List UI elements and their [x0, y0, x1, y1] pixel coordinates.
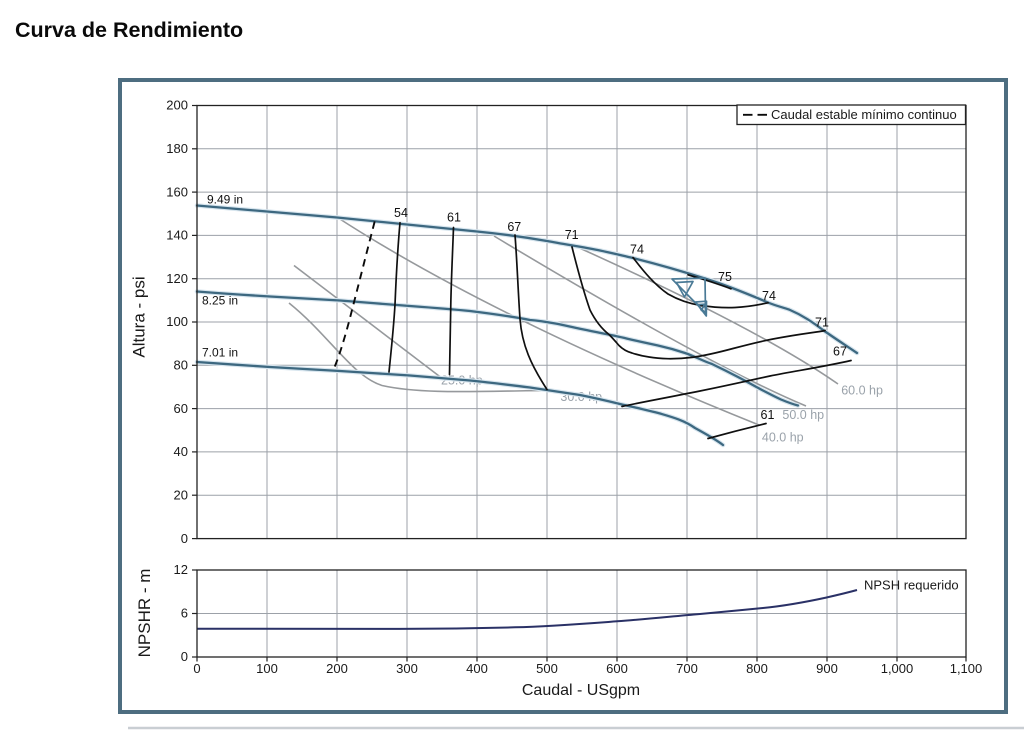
svg-text:9.49 in: 9.49 in	[207, 193, 243, 207]
svg-text:400: 400	[466, 661, 488, 676]
svg-text:140: 140	[166, 228, 188, 243]
svg-text:Curva de Rendimiento: Curva de Rendimiento	[15, 18, 243, 42]
svg-text:1,100: 1,100	[950, 661, 983, 676]
svg-text:180: 180	[166, 141, 188, 156]
svg-text:50.0 hp: 50.0 hp	[782, 408, 824, 422]
svg-text:71: 71	[815, 315, 829, 329]
svg-text:1,000: 1,000	[881, 661, 914, 676]
svg-text:Caudal estable mínimo continuo: Caudal estable mínimo continuo	[771, 107, 957, 122]
svg-text:74: 74	[762, 289, 776, 303]
svg-text:700: 700	[676, 661, 698, 676]
svg-text:800: 800	[746, 661, 768, 676]
svg-text:600: 600	[606, 661, 628, 676]
svg-text:200: 200	[166, 98, 188, 113]
svg-text:300: 300	[396, 661, 418, 676]
svg-text:160: 160	[166, 184, 188, 199]
svg-text:Altura - psi: Altura - psi	[130, 276, 149, 357]
svg-text:40.0 hp: 40.0 hp	[762, 430, 804, 444]
svg-text:120: 120	[166, 271, 188, 286]
svg-text:6: 6	[181, 606, 188, 621]
svg-text:NPSHR - m: NPSHR - m	[135, 569, 154, 658]
svg-text:200: 200	[326, 661, 348, 676]
svg-text:7.01 in: 7.01 in	[202, 346, 238, 360]
svg-text:74: 74	[630, 242, 644, 256]
svg-text:61: 61	[761, 408, 775, 422]
svg-text:20: 20	[174, 487, 188, 502]
svg-text:54: 54	[394, 206, 408, 220]
svg-text:0: 0	[181, 531, 188, 546]
svg-text:12: 12	[174, 562, 188, 577]
svg-text:60.0 hp: 60.0 hp	[841, 383, 883, 397]
svg-text:71: 71	[565, 228, 579, 242]
svg-text:900: 900	[816, 661, 838, 676]
svg-text:60: 60	[174, 401, 188, 416]
svg-text:8.25 in: 8.25 in	[202, 294, 238, 308]
svg-text:75: 75	[718, 270, 732, 284]
svg-text:100: 100	[256, 661, 278, 676]
svg-text:67: 67	[833, 344, 847, 358]
svg-text:0: 0	[193, 661, 200, 676]
svg-text:100: 100	[166, 314, 188, 329]
svg-text:80: 80	[174, 358, 188, 373]
svg-text:NPSH requerido: NPSH requerido	[864, 578, 959, 593]
svg-text:61: 61	[447, 210, 461, 224]
svg-text:0: 0	[181, 649, 188, 664]
svg-text:500: 500	[536, 661, 558, 676]
svg-text:Caudal - USgpm: Caudal - USgpm	[522, 682, 640, 699]
svg-text:40: 40	[174, 444, 188, 459]
svg-text:67: 67	[507, 220, 521, 234]
